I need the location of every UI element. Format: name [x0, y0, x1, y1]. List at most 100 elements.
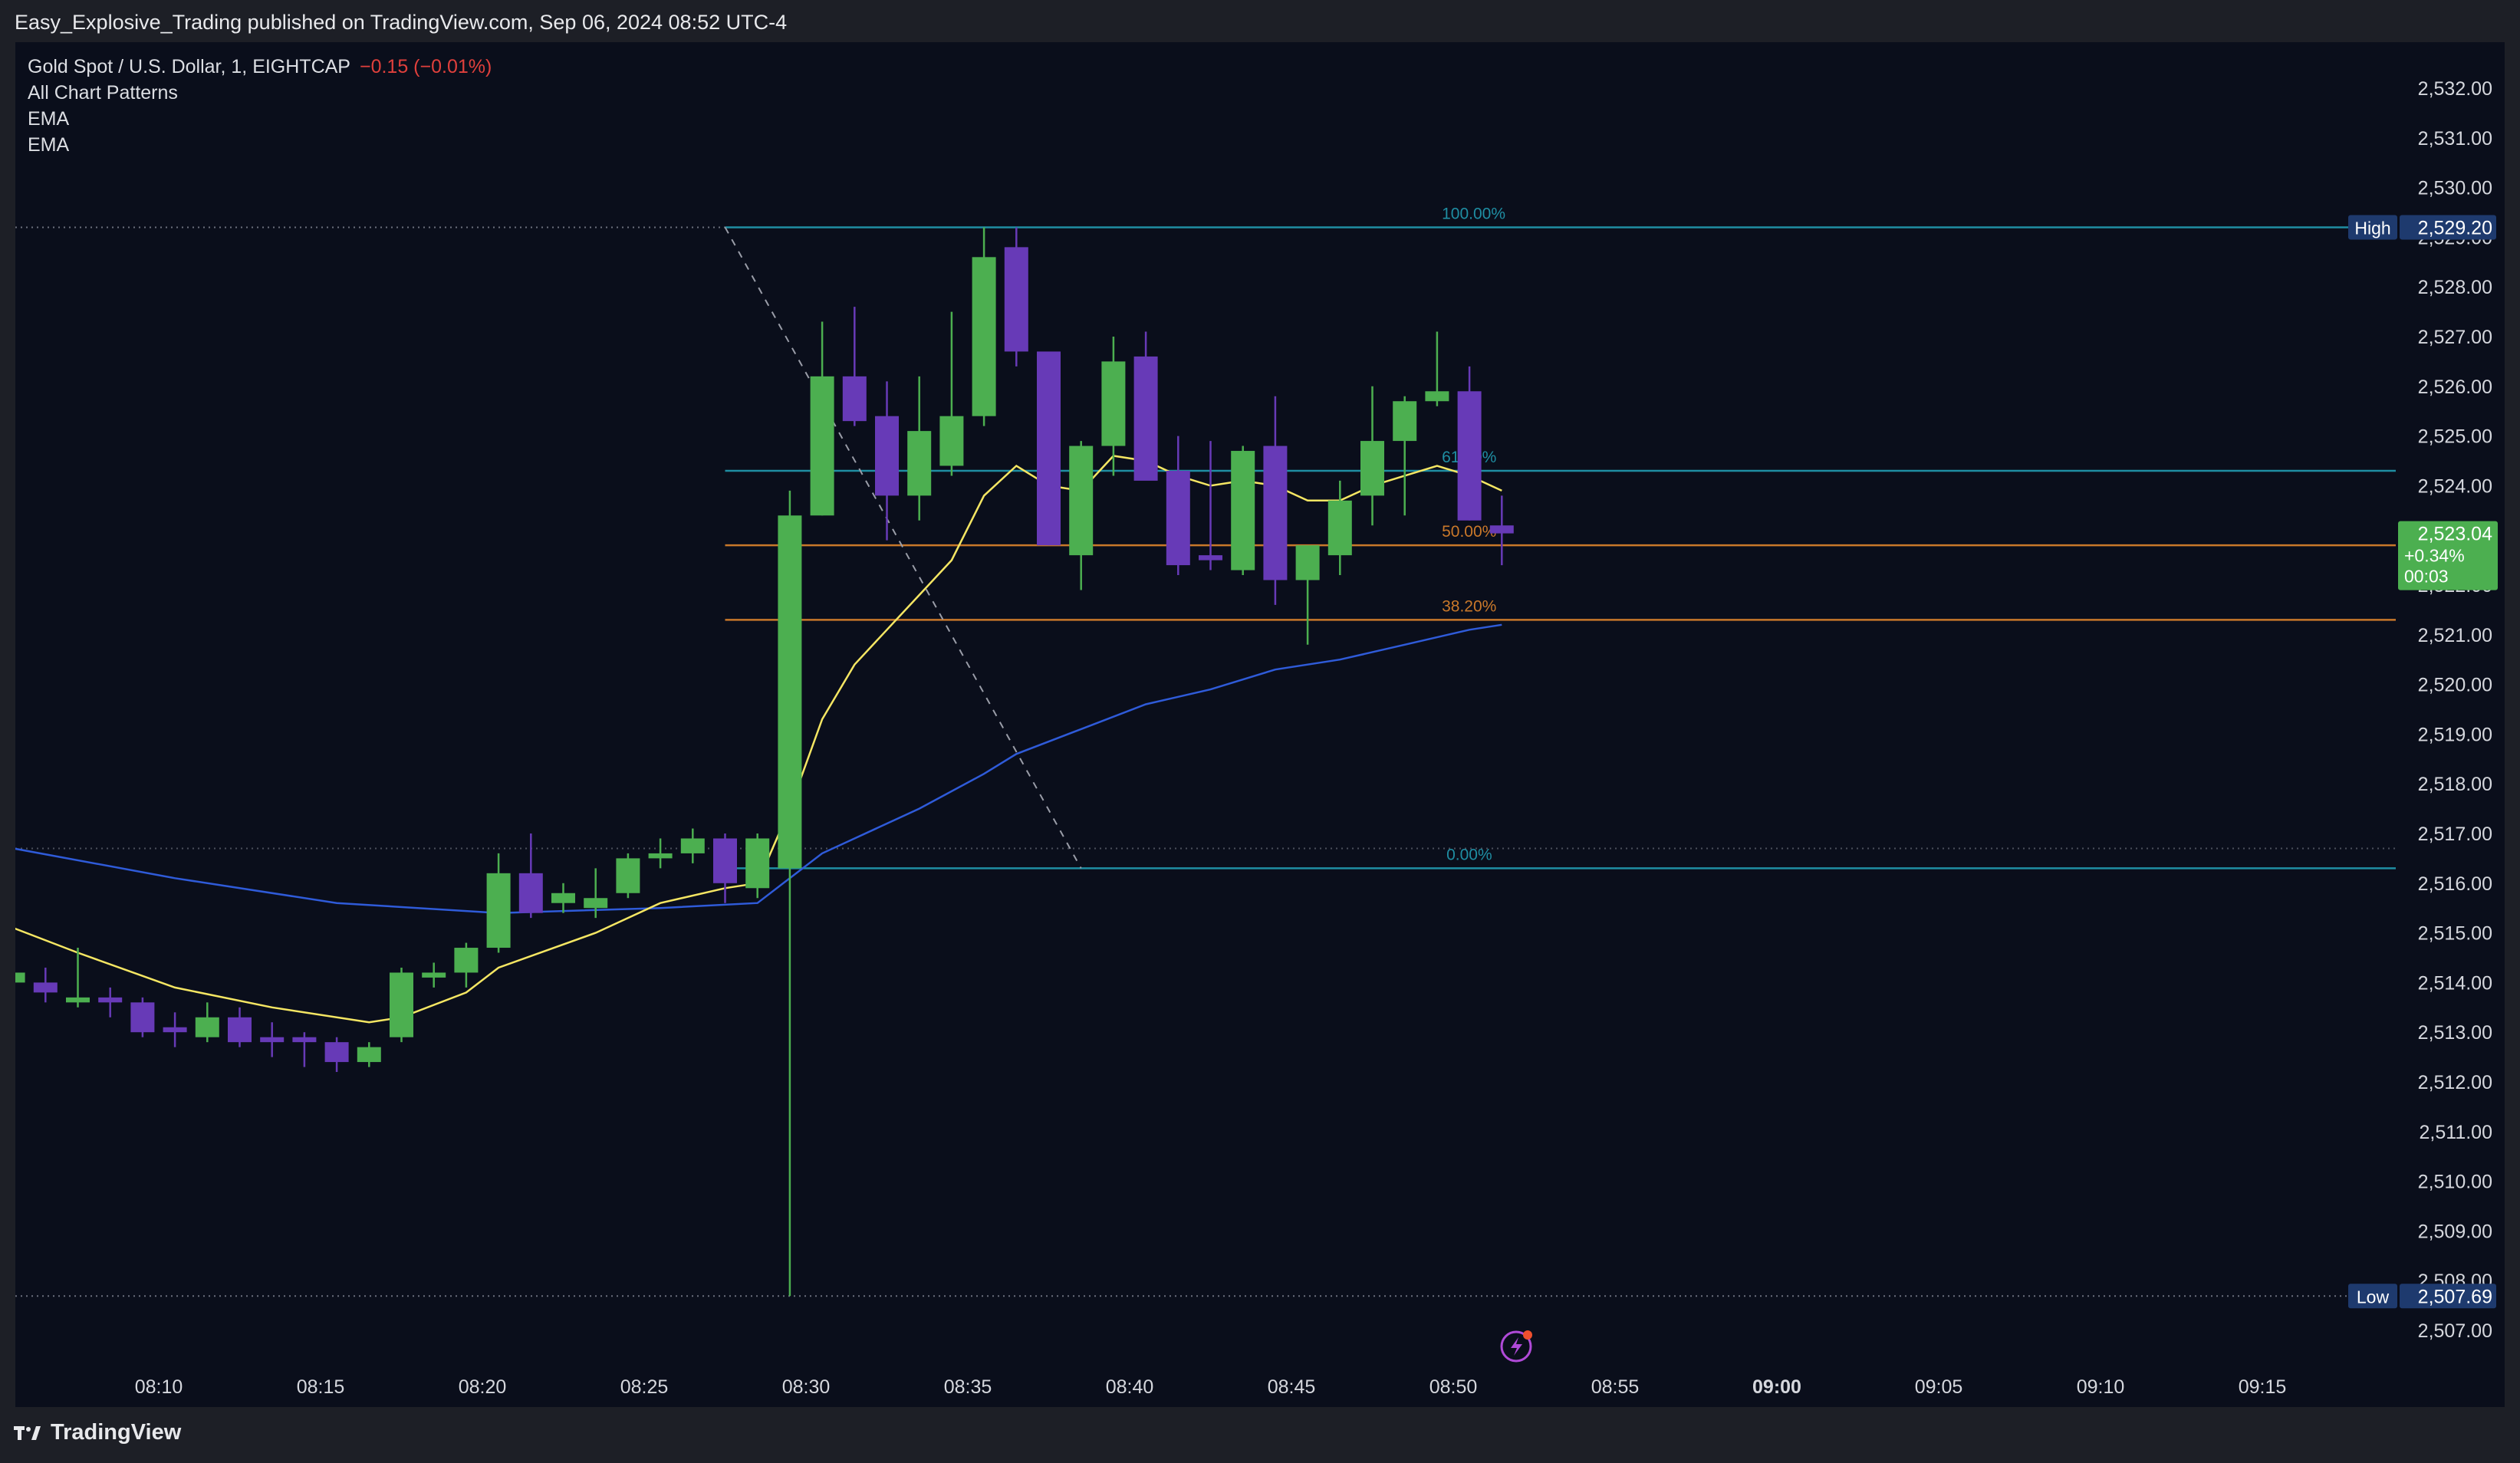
candle-body — [1133, 356, 1158, 481]
candle — [228, 1007, 252, 1047]
low-price-tag — [2400, 1284, 2496, 1309]
candle-body — [745, 838, 770, 889]
price-tick-label: 2,509.00 — [2418, 1221, 2492, 1242]
price-change: −0.15 (−0.01%) — [359, 56, 492, 77]
candle-body — [66, 997, 90, 1003]
fib-trend-line — [724, 226, 1082, 869]
candle-body — [228, 1017, 252, 1043]
candle-body — [1393, 401, 1417, 442]
last-price-change: +0.34% — [2404, 546, 2465, 566]
candle — [518, 833, 543, 919]
candle-body — [939, 416, 964, 466]
candle-body — [713, 838, 737, 883]
candle — [972, 227, 996, 426]
candle-body — [810, 376, 834, 516]
candle-body — [907, 431, 932, 496]
candle-body — [648, 853, 673, 859]
price-tick-label: 2,530.00 — [2418, 178, 2492, 199]
last-price-tag — [2398, 521, 2498, 590]
candle-body — [1199, 555, 1222, 561]
time-tick-label: 08:10 — [135, 1376, 183, 1398]
publish-attribution: Easy_Explosive_Trading published on Trad… — [15, 11, 788, 34]
time-tick-label: 09:00 — [1752, 1376, 1801, 1398]
time-tick-label: 08:55 — [1591, 1376, 1640, 1398]
candle-body — [584, 898, 608, 909]
price-tick-label: 2,519.00 — [2418, 724, 2492, 745]
replay-lightning-icon — [1500, 1330, 1532, 1363]
candle — [939, 311, 964, 476]
time-axis: 08:10 08:15 08:20 08:25 08:30 08:35 08:40 08:45… — [135, 1376, 2287, 1398]
candle-body — [195, 1017, 219, 1037]
candle-body — [1263, 445, 1288, 580]
tradingview-logo[interactable]: TradingView — [14, 1420, 181, 1445]
price-tick-label: 2,520.00 — [2418, 675, 2492, 696]
price-tick-label: 2,517.00 — [2418, 824, 2492, 845]
candle-body — [486, 873, 511, 948]
indicator-ema-slow[interactable]: EMA — [28, 134, 70, 156]
candle — [15, 972, 25, 983]
candle-body — [1295, 545, 1320, 580]
candle — [1166, 436, 1190, 576]
high-price-tag — [2400, 215, 2496, 240]
candle-body — [130, 1002, 155, 1033]
candle — [357, 1042, 381, 1067]
time-tick-label: 09:05 — [1915, 1376, 1963, 1398]
chart-legend: Gold Spot / U.S. Dollar, 1, EIGHTCAP −0.1… — [28, 54, 492, 158]
time-tick-label: 08:30 — [782, 1376, 831, 1398]
high-tag-label: High — [2354, 218, 2390, 238]
price-tick-label: 2,532.00 — [2418, 78, 2492, 100]
symbol-legend[interactable]: Gold Spot / U.S. Dollar, 1, EIGHTCAP −0.1… — [28, 54, 492, 80]
tradingview-logo-icon — [14, 1425, 41, 1440]
plot-area: 100.00%61.80%50.00%38.20%0.00% — [15, 205, 2396, 1297]
price-tick-label: 2,512.00 — [2418, 1072, 2492, 1093]
low-tag-label: Low — [2357, 1287, 2390, 1307]
candle — [1004, 227, 1028, 367]
candle-body — [98, 997, 123, 1003]
candle-body — [1327, 500, 1352, 556]
candle-body — [616, 858, 640, 893]
candle — [680, 828, 705, 863]
chart-panel[interactable] — [15, 42, 2505, 1407]
candle — [907, 376, 932, 521]
price-tick-label: 2,521.00 — [2418, 625, 2492, 646]
candle — [1101, 337, 1126, 476]
indicator-ema-fast[interactable]: EMA — [28, 108, 70, 130]
low-price-value: 2,507.69 — [2418, 1286, 2492, 1307]
candle — [584, 868, 608, 919]
symbol-title: Gold Spot / U.S. Dollar, 1, EIGHTCAP — [28, 56, 350, 77]
candle — [551, 883, 575, 913]
high-tag — [2348, 215, 2397, 240]
candle-body — [875, 416, 899, 496]
ema-fast-line — [15, 455, 1502, 1024]
candle — [422, 962, 446, 988]
candle-body — [15, 972, 25, 983]
candle — [486, 853, 511, 953]
candle — [1295, 545, 1320, 645]
candle — [33, 967, 58, 1003]
candle — [1360, 386, 1384, 526]
candle — [66, 948, 90, 1008]
candle-body — [390, 972, 413, 1037]
candle — [1425, 331, 1449, 406]
candle — [1199, 441, 1222, 570]
candle — [1231, 445, 1255, 576]
candle-body — [33, 982, 58, 993]
price-tick-label: 2,528.00 — [2418, 277, 2492, 298]
price-tick-label: 2,524.00 — [2418, 475, 2492, 497]
candle — [616, 853, 640, 899]
price-chart-svg[interactable]: 100.00%61.80%50.00%38.20%0.00%2,507.002,… — [0, 0, 2520, 1411]
indicator-all-chart-patterns[interactable]: All Chart Patterns — [28, 82, 178, 104]
candle-body — [454, 948, 479, 973]
bar-countdown: 00:03 — [2404, 567, 2449, 587]
candle — [745, 833, 770, 899]
candle — [1263, 396, 1288, 605]
fib-level-label: 0.00% — [1446, 846, 1492, 863]
candle-body — [357, 1047, 381, 1063]
candle-body — [1231, 451, 1255, 570]
price-tick-label: 2,516.00 — [2418, 873, 2492, 895]
candle-body — [1425, 391, 1449, 402]
candle — [1489, 495, 1514, 566]
candle-body — [324, 1042, 349, 1063]
candle — [454, 942, 479, 988]
candle — [875, 381, 899, 541]
